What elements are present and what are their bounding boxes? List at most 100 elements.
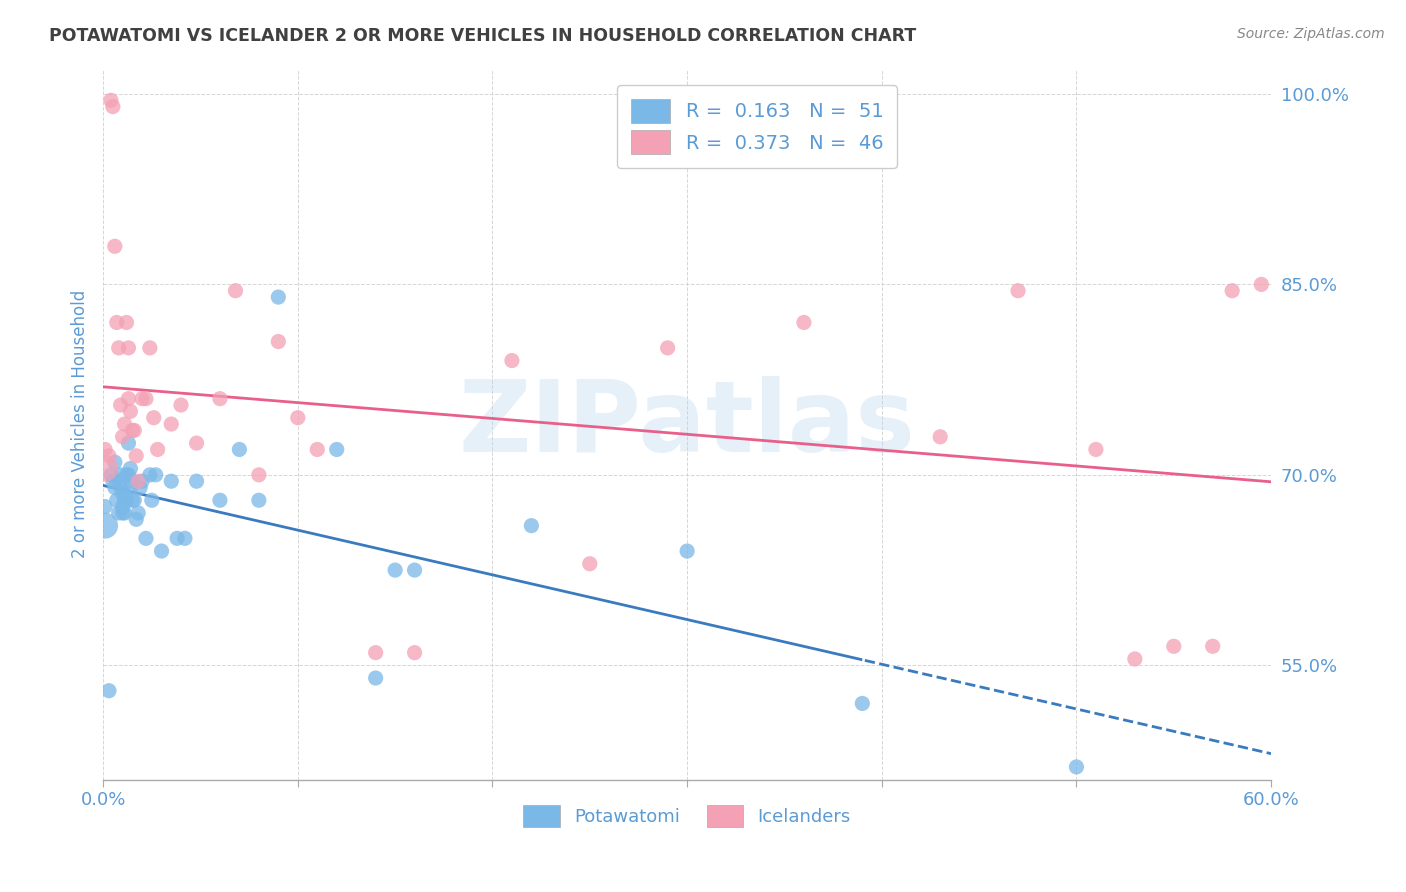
Point [125, 512, 148, 526]
Point [520, 518, 543, 533]
Point [107, 474, 129, 488]
Point [120, 461, 142, 475]
Point [120, 481, 142, 495]
Point [117, 392, 139, 406]
Text: Source: ZipAtlas.com: Source: ZipAtlas.com [1237, 27, 1385, 41]
Point [104, 455, 127, 469]
Point [501, 353, 523, 368]
Point [104, 481, 127, 495]
Point [121, 424, 143, 438]
Point [114, 487, 136, 501]
Point [94, 500, 117, 514]
Point [793, 316, 815, 330]
Point [131, 392, 153, 406]
Point [1220, 284, 1243, 298]
Point [110, 481, 132, 495]
Point [1007, 284, 1029, 298]
Point [578, 557, 600, 571]
Point [100, 467, 122, 482]
Point [107, 341, 129, 355]
Point [267, 290, 290, 304]
Point [325, 442, 347, 457]
Point [208, 392, 231, 406]
Point [657, 341, 679, 355]
Point [267, 334, 290, 349]
Point [1250, 277, 1272, 292]
Text: ZIPatlas: ZIPatlas [458, 376, 915, 473]
Point [111, 430, 134, 444]
Point [129, 481, 152, 495]
Point [150, 544, 173, 558]
Point [208, 493, 231, 508]
Point [120, 404, 142, 418]
Point [98, 449, 121, 463]
Point [94, 442, 117, 457]
Point [114, 417, 136, 431]
Point [100, 93, 122, 107]
Point [131, 474, 153, 488]
Point [166, 532, 188, 546]
Point [117, 467, 139, 482]
Point [111, 500, 134, 514]
Point [186, 474, 208, 488]
Point [1163, 640, 1185, 654]
Point [101, 474, 124, 488]
Point [139, 341, 162, 355]
Point [110, 467, 132, 482]
Y-axis label: 2 or more Vehicles in Household: 2 or more Vehicles in Household [72, 290, 89, 558]
Text: POTAWATOMI VS ICELANDER 2 OR MORE VEHICLES IN HOUSEHOLD CORRELATION CHART: POTAWATOMI VS ICELANDER 2 OR MORE VEHICL… [49, 27, 917, 45]
Point [127, 506, 149, 520]
Point [141, 493, 163, 508]
Point [146, 442, 169, 457]
Point [1202, 640, 1225, 654]
Point [111, 506, 134, 520]
Point [115, 467, 138, 482]
Point [94, 461, 117, 475]
Point [307, 442, 329, 457]
Point [173, 532, 195, 546]
Point [124, 493, 146, 508]
Point [111, 487, 134, 501]
Point [929, 430, 952, 444]
Point [121, 474, 143, 488]
Point [364, 646, 387, 660]
Point [384, 563, 406, 577]
Point [404, 563, 426, 577]
Point [114, 506, 136, 520]
Point [107, 506, 129, 520]
Point [1084, 442, 1107, 457]
Point [125, 449, 148, 463]
Point [135, 392, 157, 406]
Point [114, 493, 136, 508]
Point [105, 493, 128, 508]
Point [101, 100, 124, 114]
Point [1123, 652, 1146, 666]
Point [186, 436, 208, 450]
Point [124, 424, 146, 438]
Point [287, 410, 309, 425]
Point [170, 398, 193, 412]
Point [104, 239, 127, 253]
Point [110, 398, 132, 412]
Point [117, 436, 139, 450]
Point [94, 518, 117, 533]
Point [115, 493, 138, 508]
Point [115, 316, 138, 330]
Point [228, 442, 250, 457]
Legend: Potawatomi, Icelanders: Potawatomi, Icelanders [516, 798, 858, 835]
Point [145, 467, 167, 482]
Point [105, 316, 128, 330]
Point [160, 417, 183, 431]
Point [160, 474, 183, 488]
Point [364, 671, 387, 685]
Point [142, 410, 165, 425]
Point [247, 467, 270, 482]
Point [676, 544, 699, 558]
Point [247, 493, 270, 508]
Point [139, 467, 162, 482]
Point [851, 697, 873, 711]
Point [404, 646, 426, 660]
Point [224, 284, 246, 298]
Point [135, 532, 157, 546]
Point [117, 341, 139, 355]
